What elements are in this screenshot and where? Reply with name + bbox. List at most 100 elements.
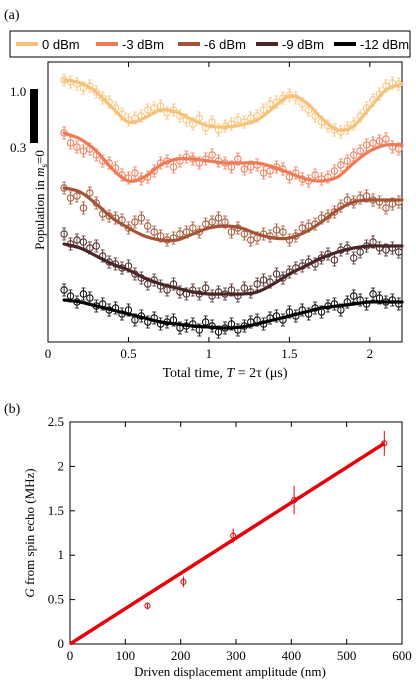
data-point <box>362 141 371 149</box>
x-tick-label: 400 <box>282 648 302 663</box>
fit-line <box>69 441 386 646</box>
x-tick-label: 1 <box>206 346 213 361</box>
data-point <box>240 165 249 173</box>
scale-bar: 1.0 0.3 <box>10 84 38 155</box>
data-point <box>259 169 268 177</box>
data-point <box>247 236 255 244</box>
x-tick-label: 500 <box>337 648 357 663</box>
data-point <box>99 94 107 102</box>
data-point <box>86 294 94 302</box>
y-tick-label: 1.5 <box>48 503 64 518</box>
scale-bar-bottom-label: 0.3 <box>10 140 26 155</box>
data-point <box>208 218 216 226</box>
legend-label: -6 dBm <box>204 37 246 52</box>
data-point <box>259 106 268 114</box>
fit-curve <box>62 242 404 296</box>
data-point <box>60 230 68 238</box>
data-point <box>279 228 287 236</box>
data-point <box>86 189 94 197</box>
scale-bar-rect <box>30 89 38 143</box>
data-point <box>311 171 319 179</box>
legend-label: 0 dBm <box>42 37 80 52</box>
data-point <box>234 116 242 124</box>
data-point <box>279 274 287 282</box>
data-point <box>375 137 384 145</box>
x-tick-label: 2 <box>367 346 374 361</box>
x-tick-label: 0 <box>45 346 52 361</box>
data-point <box>73 143 81 151</box>
data-point <box>240 284 249 292</box>
legend-label: -3 dBm <box>122 37 164 52</box>
data-point <box>259 276 268 284</box>
data-point <box>337 128 345 136</box>
data-point <box>381 440 388 447</box>
chart-b-y-axis-label: G from spin echo (MHz) <box>22 468 37 597</box>
chart-b: 0 100 200 300 400 500 600 0 0.5 1 1.5 2 2.5 G from s… <box>22 414 412 679</box>
data-point <box>291 497 298 504</box>
data-point <box>330 167 339 175</box>
data-point <box>73 192 81 200</box>
chart-b-x-axis-label: Driven displacement amplitude (nm) <box>134 664 326 679</box>
data-point <box>350 254 358 262</box>
data-point <box>240 230 249 238</box>
scale-bar-top-label: 1.0 <box>10 84 26 99</box>
data-point <box>272 270 281 278</box>
data-point <box>272 226 281 234</box>
y-tick-label: 2.5 <box>48 414 64 429</box>
data-point <box>230 532 237 539</box>
data-point <box>337 161 345 169</box>
data-point <box>253 280 261 288</box>
fit-curve <box>62 78 404 133</box>
data-point <box>382 204 390 212</box>
data-point <box>395 248 403 256</box>
data-point <box>330 208 339 216</box>
chart-a-x-axis-label: Total time, T = 2τ (μs) <box>162 366 287 381</box>
panel-a-label: (a) <box>4 8 20 23</box>
data-point <box>92 242 100 250</box>
data-point <box>131 218 139 226</box>
data-point <box>369 290 377 298</box>
data-point <box>266 100 274 108</box>
data-point <box>369 139 377 147</box>
fit-curve <box>62 186 404 243</box>
data-point <box>201 284 210 292</box>
data-point <box>73 236 81 244</box>
data-point <box>189 224 197 232</box>
y-tick-label: 0 <box>58 636 65 651</box>
data-point <box>131 169 139 177</box>
data-point <box>382 135 390 143</box>
data-point <box>66 194 75 202</box>
legend: 0 dBm -3 dBm -6 dBm -9 dBm -12 dBm <box>9 30 411 58</box>
data-point <box>201 220 210 228</box>
panel-b-label: (b) <box>4 402 21 417</box>
data-point <box>350 292 358 300</box>
data-point <box>356 147 364 155</box>
data-point <box>298 224 306 232</box>
chart-a: 0 0.5 1 1.5 2 Population in ms=0 Total time,… <box>32 61 404 381</box>
fit-curve <box>62 298 404 330</box>
data-point <box>144 602 151 609</box>
data-point <box>343 157 351 165</box>
x-tick-label: 100 <box>116 648 136 663</box>
x-tick-label: 300 <box>226 648 246 663</box>
data-point <box>330 256 339 264</box>
data-point <box>208 151 216 159</box>
data-point <box>79 147 88 155</box>
x-tick-label: 0 <box>67 648 74 663</box>
data-point <box>169 163 178 171</box>
data-point <box>79 290 88 298</box>
fit-curve <box>62 131 404 183</box>
data-point <box>266 167 274 175</box>
data-point <box>176 230 184 238</box>
y-tick-label: 2 <box>58 458 65 473</box>
x-tick-label: 0.5 <box>120 346 136 361</box>
data-point <box>144 106 152 114</box>
chart-a-y-axis-label: Population in ms=0 <box>32 150 49 250</box>
legend-label: -12 dBm <box>360 37 409 52</box>
data-point <box>79 238 88 246</box>
data-point <box>227 228 236 236</box>
x-tick-label: 1.5 <box>281 346 297 361</box>
x-tick-label: 200 <box>171 648 191 663</box>
data-point <box>79 204 88 212</box>
